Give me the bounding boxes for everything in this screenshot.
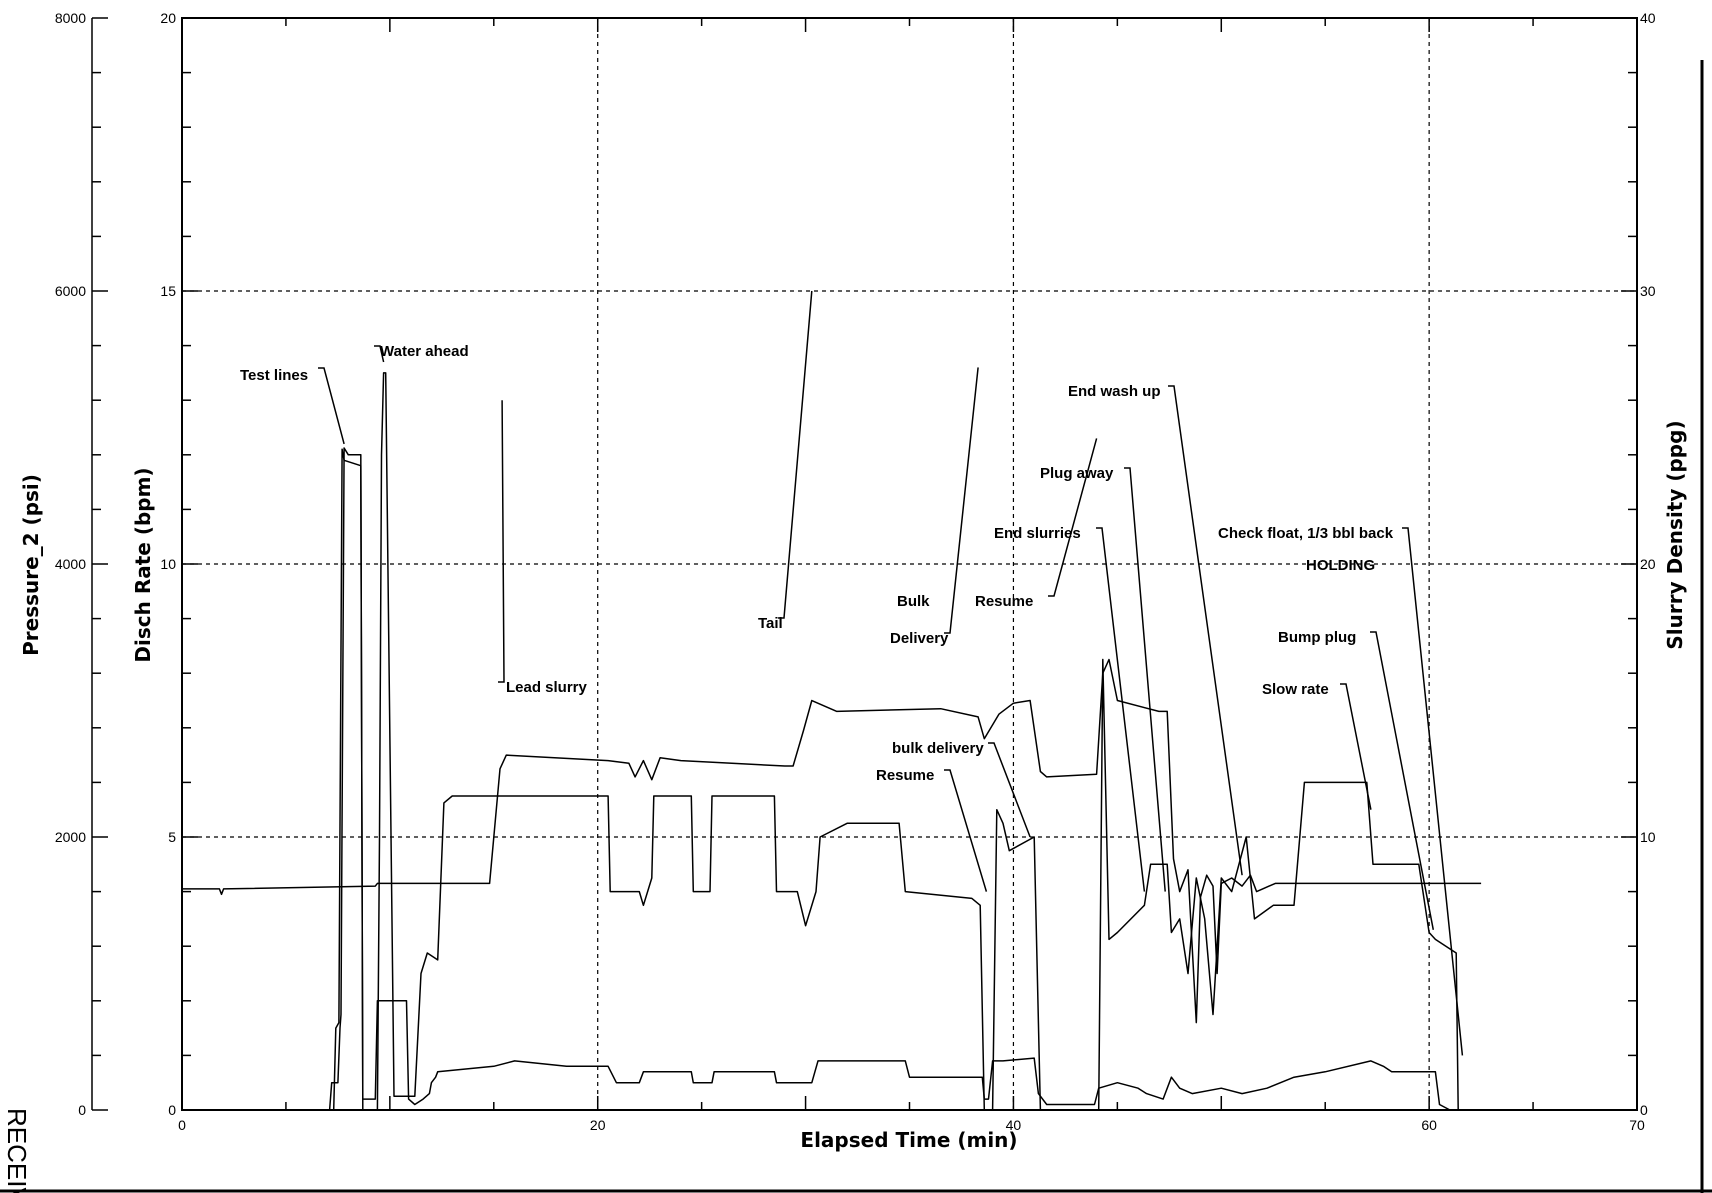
- x-tick-label: 60: [1421, 1117, 1437, 1133]
- annotation-label: Water ahead: [380, 343, 469, 360]
- annotation-leader: [1370, 631, 1435, 930]
- annotation-leader: [988, 742, 1031, 838]
- y-tick-label: 10: [1640, 829, 1656, 845]
- x-axis-title: Elapsed Time (min): [800, 1128, 1017, 1152]
- y-tick-label: 2000: [55, 829, 86, 845]
- annotation-label: Slow rate: [1262, 681, 1329, 698]
- annotation-label: bulk delivery: [892, 740, 984, 757]
- x-tick-label: 0: [178, 1117, 186, 1133]
- annotation-leader: [1168, 385, 1243, 876]
- annotation-label: Bulk: [897, 593, 930, 610]
- y-tick-label: 40: [1640, 10, 1656, 26]
- annotation-leader: [778, 290, 813, 619]
- annotation-label: Delivery: [890, 630, 949, 647]
- annotation-leader: [1340, 683, 1372, 810]
- annotation-leader: [944, 769, 988, 892]
- annotation-label: Bump plug: [1278, 629, 1356, 646]
- annotation-leader: [318, 367, 345, 445]
- y-tick-label: 30: [1640, 283, 1656, 299]
- x-tick-label: 40: [1006, 1117, 1022, 1133]
- annotation-leader: [1402, 527, 1464, 1056]
- annotation-leader: [498, 400, 505, 683]
- annotation-label: HOLDING: [1306, 557, 1375, 574]
- x-tick-label: 70: [1629, 1117, 1645, 1133]
- y-tick-label: 6000: [55, 283, 86, 299]
- y-tick-label: 0: [168, 1102, 176, 1118]
- y-tick-label: 20: [1640, 556, 1656, 572]
- annotation-label: Check float, 1/3 bbl back: [1218, 525, 1394, 542]
- series-line-pressure: [182, 372, 1471, 1111]
- axis-labels: 0 20 40 60 700200040006000800005101520010203…: [55, 10, 1656, 1133]
- y-tick-label: 10: [160, 556, 176, 572]
- annotation-leader: [374, 345, 385, 363]
- y-tick-label: 5: [168, 829, 176, 845]
- annotation-leader: [1048, 438, 1098, 597]
- annotation-label: Plug away: [1040, 465, 1114, 482]
- received-stamp: RECEIVED: [2, 1108, 32, 1193]
- grid-lines: [182, 18, 1637, 1110]
- annotations: Test lines Water ahead Lead slurry Tail Bulk…: [240, 290, 1464, 1056]
- y-tick-label: 0: [1640, 1102, 1648, 1118]
- axes: [0, 17, 1712, 1193]
- annotation-label: Tail: [758, 615, 783, 632]
- annotation-label: Lead slurry: [506, 679, 588, 696]
- annotation-label: End wash up: [1068, 383, 1161, 400]
- data-series: [182, 372, 1482, 1111]
- y-tick-label: 4000: [55, 556, 86, 572]
- annotation-label: Resume: [975, 593, 1033, 610]
- x-tick-label: 20: [590, 1117, 606, 1133]
- series-line-rate: [182, 448, 1451, 1111]
- density-axis-title: Slurry Density (ppg): [1663, 420, 1687, 649]
- y-tick-label: 20: [160, 10, 176, 26]
- y-tick-label: 0: [78, 1102, 86, 1118]
- annotation-leader: [1124, 467, 1166, 892]
- y-tick-label: 15: [160, 283, 176, 299]
- rate-axis-title: Disch Rate (bpm): [131, 467, 155, 662]
- annotation-label: End slurries: [994, 525, 1081, 542]
- pressure-axis-title: Pressure_2 (psi): [19, 474, 43, 656]
- annotation-label: Resume: [876, 767, 934, 784]
- y-tick-label: 8000: [55, 10, 86, 26]
- annotation-leader: [1096, 527, 1146, 892]
- annotation-leader: [944, 367, 979, 634]
- annotation-label: Test lines: [240, 367, 308, 384]
